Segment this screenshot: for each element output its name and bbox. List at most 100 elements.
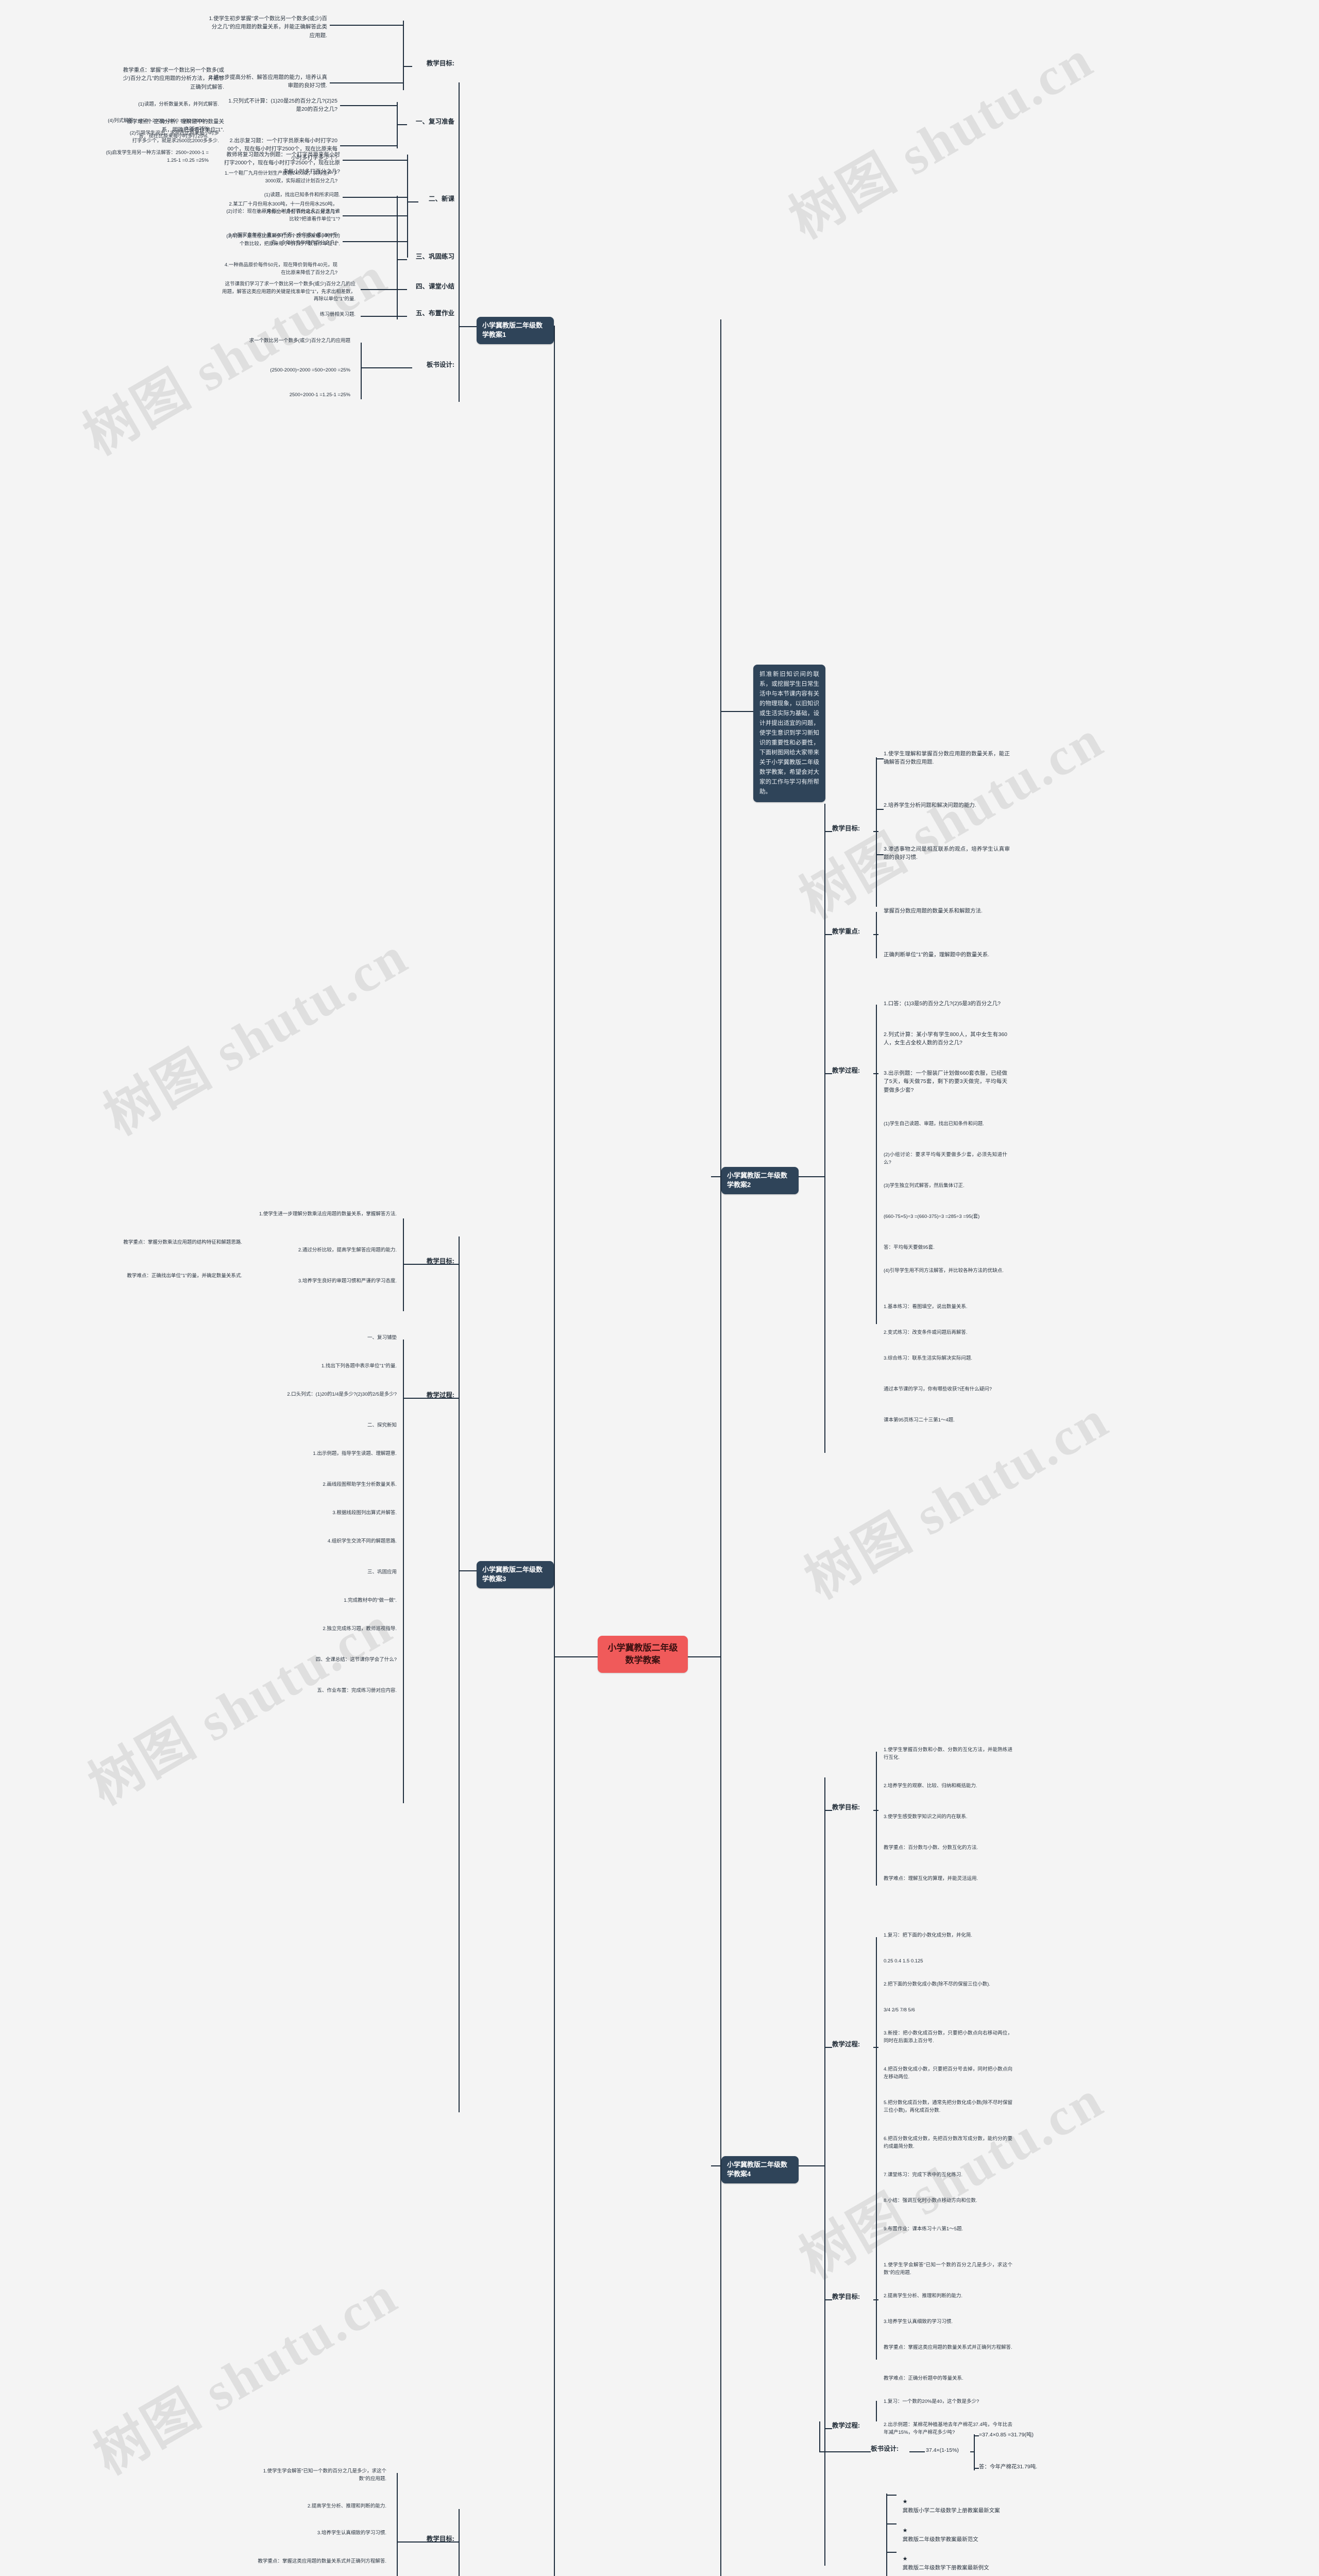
leaf-node: 4.把百分数化成小数，只要把百分号去掉，同时把小数点向左移动两位. [884, 2066, 1012, 2080]
branch-label-3[interactable]: 小学冀教版二年级数学教案3 [477, 1561, 554, 1588]
topic-board-1[interactable]: 板书设计: [426, 361, 454, 368]
topic-process-5[interactable]: 教学过程: [832, 2422, 860, 2429]
connector [876, 757, 877, 907]
connector-b2-spine [824, 804, 825, 1453]
leaf-node: 9.布置作业：课本练习十八第1～5题. [884, 2226, 963, 2232]
topic-prep-1[interactable]: 一、复习准备 [415, 118, 454, 125]
leaf-node: 1.复习：一个数的20%是40，这个数是多少? [884, 2399, 979, 2404]
leaf-node: 1.复习：把下面的小数化成分数，并化简. [884, 1933, 973, 1938]
connector-intro [720, 711, 753, 712]
connector-b4 [711, 2165, 722, 2166]
connector [974, 2434, 975, 2470]
leaf-node: 五、作业布置：完成练习册对应内容. [317, 1688, 397, 1693]
list-item[interactable]: ★ 冀教版二年级数学教案最新范文 [897, 2518, 1056, 2552]
leaf-node: 答：现在比原来每小时多打25%. [139, 133, 209, 139]
leaf-node: 1.完成教材中的"做一做". [344, 1598, 397, 1603]
connector [876, 1937, 877, 2267]
watermark: 树图 shutu.cn [790, 709, 1113, 930]
leaf-node: 课本第95页练习二十三第1～4题. [884, 1417, 955, 1423]
leaf-node: 2.培养学生分析问题和解决问题的能力. [884, 802, 976, 808]
connector-root-left [554, 1656, 598, 1657]
branch-label-4[interactable]: 小学冀教版二年级数学教案4 [721, 2156, 799, 2183]
topic-goal-2[interactable]: 教学目标: [832, 825, 860, 832]
connector [403, 1340, 404, 1803]
leaf-node: (4)引导学生用不同方法解答，并比较各种方法的优缺点. [884, 1268, 1004, 1274]
connector [876, 809, 884, 810]
leaf-node: 三、巩固应用 [367, 1569, 397, 1575]
leaf-node: 教学重点：掌握这类应用题的数量关系式并正确列方程解答. [884, 2345, 1012, 2350]
connector [824, 934, 832, 935]
connector-related-spine [886, 2494, 887, 2576]
root-node[interactable]: 小学冀教版二年级数学教案 [598, 1636, 688, 1673]
leaf-node: 1.只列式不计算：(1)20是25的百分之几?(2)25是20的百分之几? [228, 98, 337, 113]
leaf-node: 二、探究新知 [367, 1422, 397, 1428]
connector [873, 2299, 878, 2300]
branch-label-2[interactable]: 小学冀教版二年级数学教案2 [721, 1167, 799, 1194]
leaf-node: 6.把百分数化成分数，先把百分数改写成分数，能约分的要约成最简分数. [884, 2136, 1012, 2149]
topic-homework-1[interactable]: 五、布置作业 [415, 310, 454, 317]
leaf-node: 2.提高学生分析、推理和判断的能力. [307, 2503, 386, 2509]
connector [824, 2299, 832, 2300]
leaf-node: 教学重点：掌握这类应用题的数量关系式并正确列方程解答. [258, 2558, 386, 2564]
leaf-node: 教学难点：理解互化的算理，并能灵活运用. [884, 1876, 978, 1882]
leaf-node: 教学难点：正确分析、理解题中的数量关系，明确把谁看作单位"1". [127, 118, 224, 133]
topic-process-2[interactable]: 教学过程: [832, 1067, 860, 1074]
connector [397, 259, 407, 260]
topic-summary-1[interactable]: 四、课堂小结 [415, 283, 454, 290]
leaf-node: 37.4×(1-15%) [926, 2447, 959, 2453]
connector [343, 197, 407, 198]
leaf-node: 4.组织学生交流不同的解题思路. [327, 1538, 397, 1544]
watermark: 树图 shutu.cn [95, 925, 418, 1146]
watermark: 树图 shutu.cn [780, 29, 1103, 250]
connector [970, 2451, 974, 2452]
leaf-node: (1)学生自己读题、审题，找出已知条件和问题. [884, 1121, 984, 1127]
topic-practice-1[interactable]: 三、巩固练习 [415, 253, 454, 260]
leaf-node: 3.出示例题：一个服装厂计划做660套衣服，已经做了5天，每天做75套，剩下的要… [884, 1070, 1007, 1093]
branch-label-1[interactable]: 小学冀教版二年级数学教案1 [477, 317, 554, 344]
topic-goal-3[interactable]: 教学目标: [426, 1258, 454, 1265]
leaf-node: 1.使学生进一步理解分数乘法应用题的数量关系，掌握解答方法. [259, 1211, 397, 1217]
connector [343, 241, 407, 242]
topic-new-1[interactable]: 二、新课 [428, 195, 454, 202]
leaf-node: 7.课堂练习：完成下表中的互化练习. [884, 2172, 963, 2178]
connector-b2 [711, 1176, 722, 1177]
connector [403, 66, 412, 67]
leaf-node: 1.口答：(1)3是5的百分之几?(2)5是3的百分之几? [884, 1001, 1001, 1007]
list-item[interactable]: ★ 冀教版二年级数学下册教案最新例文 [897, 2547, 1056, 2576]
connector [876, 912, 877, 958]
connector-spine [720, 319, 721, 2576]
leaf-node: 教学重点：百分数与小数、分数互化的方法. [884, 1845, 978, 1851]
connector [361, 343, 362, 399]
leaf-node: 1.找出下列各题中表示单位"1"的量. [321, 1363, 397, 1369]
leaf-node: 3.根据线段图列出算式并解答. [332, 1510, 397, 1516]
connector [876, 854, 884, 855]
leaf-node: (3)学生独立列式解答，然后集体订正. [884, 1183, 965, 1189]
topic-process-3[interactable]: 教学过程: [426, 1392, 454, 1399]
star-icon: ★ [902, 2556, 908, 2563]
topic-focus-2[interactable]: 教学重点: [832, 928, 860, 935]
leaf-node: 3.渗透事物之间是相互联系的观点，培养学生认真审题的良好习惯. [884, 846, 1010, 861]
topic-goal-5-left[interactable]: 教学目标: [426, 2535, 454, 2543]
leaf-node: 2.出示复习题：一个打字员原来每小时打字2000个，现在每小时打字2500个，现… [227, 138, 337, 161]
connector-b3 [459, 1570, 477, 1571]
list-item[interactable]: ★ 冀教版小学二年级数学上册教案最新文案 [897, 2489, 1056, 2523]
leaf-node: 一、复习铺垫 [367, 1335, 397, 1341]
connector [340, 145, 397, 146]
topic-board-5[interactable]: 板书设计: [871, 2445, 899, 2452]
leaf-node: 答：平均每天要做95套. [884, 1245, 935, 1250]
list-item-label: 冀教版二年级数学教案最新范文 [902, 2536, 978, 2543]
watermark: 树图 shutu.cn [79, 1595, 402, 1816]
leaf-node: (2)讨论：现在比原来每小时多打百分之几，是谁与谁比较?把谁看作单位"1"? [226, 209, 340, 222]
leaf-node: 教学重点：掌握分数乘法应用题的结构特征和解题思路. [123, 1240, 242, 1245]
topic-goal-5[interactable]: 教学目标: [832, 2293, 860, 2300]
connector [397, 196, 398, 319]
leaf-node: (5)启发学生用另一种方法解答：2500÷2000-1 =1.25-1 =0.2… [106, 150, 209, 163]
leaf-node: 3/4 2/5 7/8 5/6 [884, 2007, 915, 2013]
connector-left-spine-lower [554, 1656, 555, 2576]
topic-goal-4[interactable]: 教学目标: [832, 1804, 860, 1811]
topic-goal-1[interactable]: 教学目标: [426, 60, 454, 67]
topic-process-4[interactable]: 教学过程: [832, 2041, 860, 2048]
leaf-node: 3.新授：把小数化成百分数，只要把小数点向右移动两位，同时在后面添上百分号. [884, 2030, 1012, 2044]
connector [873, 1810, 878, 1811]
